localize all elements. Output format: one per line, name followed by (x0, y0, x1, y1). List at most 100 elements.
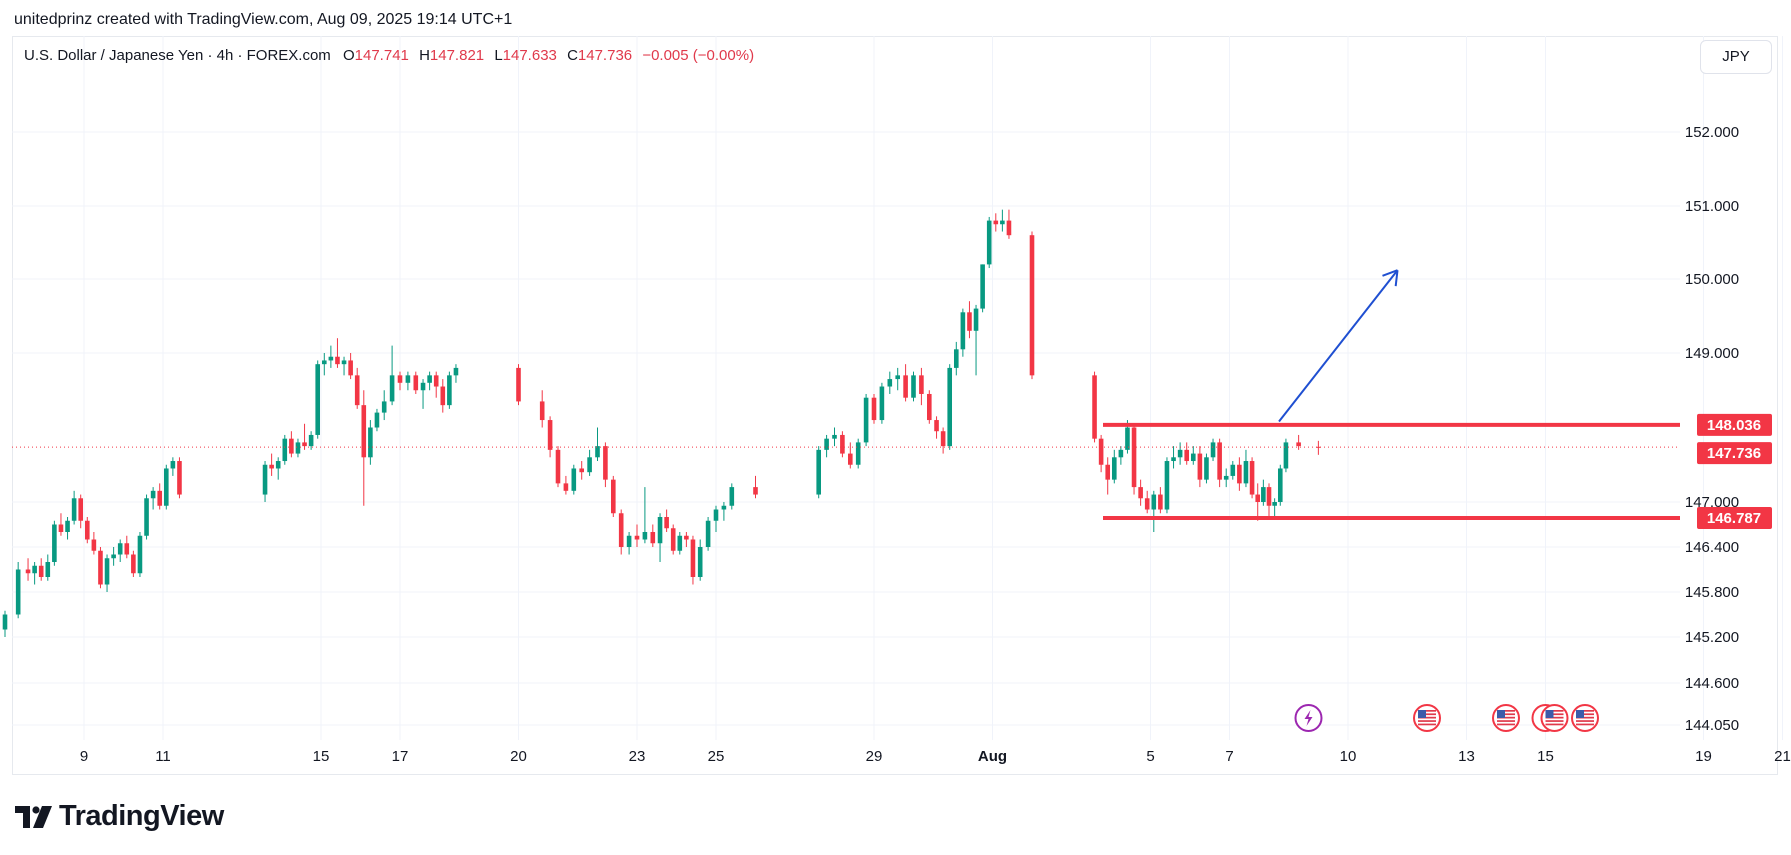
candle-body (163, 468, 169, 506)
candle-body (1164, 461, 1170, 510)
high-value: 147.821 (429, 47, 485, 64)
candle-body (282, 438, 288, 462)
candle-body (1190, 453, 1196, 462)
candle-body (389, 375, 395, 402)
projection-arrow (1278, 269, 1399, 423)
candle-body (335, 356, 340, 365)
time-tick-label: 11 (155, 748, 171, 765)
us-flag-stripe (1576, 710, 1594, 712)
candle-body (1316, 446, 1321, 448)
candle-body (595, 446, 600, 458)
candle-body (308, 434, 314, 447)
us-flag-stripe (1418, 710, 1436, 712)
candle-body (729, 487, 735, 506)
candle-body (816, 449, 821, 495)
candle-body (1197, 453, 1203, 480)
candle-body (1158, 494, 1163, 510)
us-flag-icon[interactable] (1413, 704, 1441, 732)
us-flag-stripe (1418, 723, 1436, 726)
candle-body (150, 490, 156, 499)
close-value: 147.736 (577, 47, 633, 64)
candle-body (78, 498, 84, 521)
candle-body (713, 509, 719, 521)
price-tick-label: 145.200 (1685, 629, 1739, 646)
price-badge-label: 147.736 (1707, 445, 1761, 462)
candle-body (447, 375, 452, 406)
currency-button[interactable]: JPY (1700, 40, 1772, 74)
price-badge-label: 146.787 (1707, 510, 1761, 527)
candle-body (879, 386, 885, 421)
us-flag-icon[interactable] (1571, 704, 1599, 732)
time-tick-label: 20 (510, 748, 527, 765)
candle-body (634, 535, 640, 540)
candle-body (1177, 449, 1183, 458)
price-tick-label: 144.600 (1685, 675, 1739, 692)
candle-body (1171, 457, 1176, 462)
candle-body (705, 520, 711, 547)
candle-body (71, 498, 77, 521)
us-flag-stripe (1545, 713, 1564, 716)
price-tick-label: 151.000 (1685, 198, 1739, 215)
us-flag-stripe (1576, 713, 1594, 716)
candle-body (980, 264, 985, 309)
us-flag-stripe (1576, 716, 1594, 719)
us-flag-canton (1576, 710, 1584, 718)
event-markers (1294, 704, 1599, 732)
candle-body (516, 367, 521, 402)
tradingview-logo[interactable]: TradingView (15, 800, 224, 833)
candle-body (32, 565, 37, 574)
candle-body (1184, 449, 1190, 462)
candle-body (1217, 442, 1222, 480)
low-label: L (494, 47, 503, 64)
candle-body (453, 367, 459, 376)
price-badge-label: 148.036 (1707, 417, 1761, 434)
time-tick-label: 23 (629, 748, 646, 765)
time-tick-label: 17 (392, 748, 409, 765)
candle-body (986, 220, 992, 265)
candle-body (1000, 220, 1005, 225)
candle-body (1283, 442, 1289, 469)
candle-body (91, 539, 97, 551)
candle-body (328, 356, 334, 361)
candle-body (840, 434, 845, 454)
brand-name: TradingView (59, 800, 224, 832)
candle-body (824, 438, 829, 450)
candle-body (315, 364, 321, 435)
candle-body (1277, 468, 1283, 502)
us-flag-icon[interactable] (1492, 704, 1520, 732)
candle-body (1237, 464, 1242, 484)
candle-body (111, 554, 116, 559)
us-flag-icon[interactable] (1540, 704, 1569, 732)
candle-body (832, 434, 837, 439)
symbol-title[interactable]: U.S. Dollar / Japanese Yen · 4h · FOREX.… (24, 47, 331, 64)
candle-body (397, 375, 403, 383)
us-flag-stripe (1418, 720, 1436, 722)
candle-body (1266, 487, 1272, 506)
candle-body (953, 349, 959, 368)
candle-body (295, 442, 301, 454)
candle-body (611, 479, 616, 514)
candle-body (539, 401, 545, 421)
time-tick-label: 19 (1695, 748, 1712, 765)
candle-body (1243, 461, 1249, 484)
us-flag-stripe (1545, 710, 1564, 712)
candle-body (84, 520, 90, 540)
candle-body (664, 517, 669, 529)
open-value: 147.741 (354, 47, 409, 64)
candle-body (650, 532, 656, 544)
candle-body (302, 442, 307, 447)
candle-body (563, 483, 569, 491)
candle-body (65, 520, 70, 532)
candle-body (690, 539, 696, 577)
symbol-header: U.S. Dollar / Japanese Yen · 4h · FOREX.… (24, 47, 754, 64)
candle-body (52, 524, 57, 562)
price-tick-label: 149.000 (1685, 345, 1739, 362)
candle-body (275, 461, 281, 469)
candle-body (1144, 498, 1150, 510)
candle-body (603, 446, 608, 480)
candle-body (947, 367, 953, 447)
lightning-icon[interactable] (1294, 704, 1323, 732)
candle-body (15, 569, 21, 615)
candle-body (642, 532, 648, 540)
